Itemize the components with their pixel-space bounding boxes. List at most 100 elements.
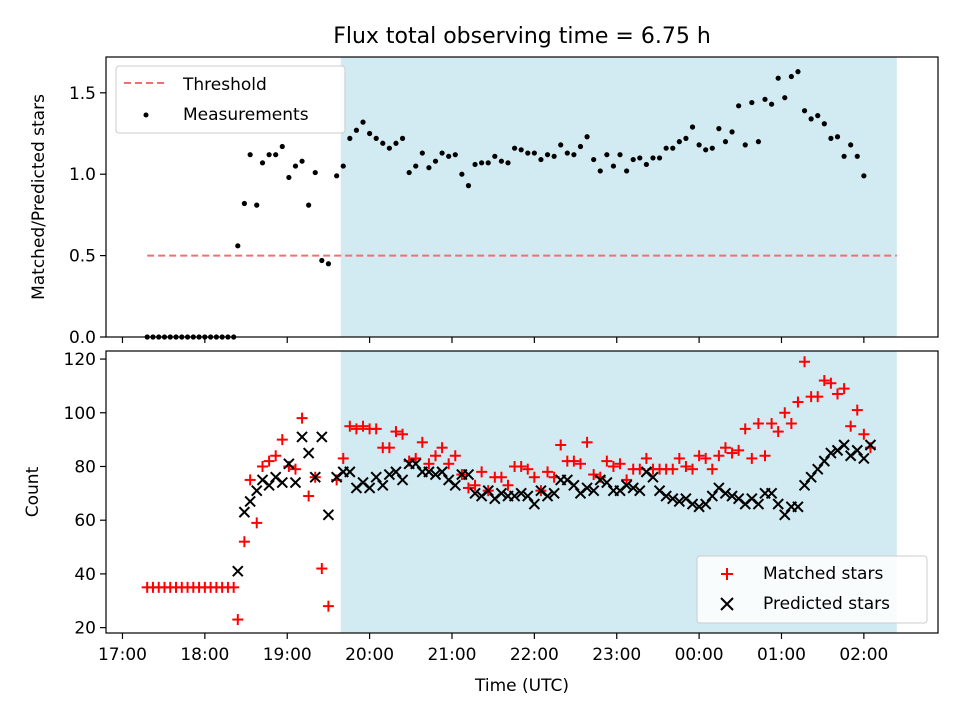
predicted-star-point: [302, 447, 315, 459]
top-legend-threshold-label: Threshold: [182, 75, 267, 95]
matched-star-point: [244, 474, 256, 486]
measurement-point: [861, 173, 867, 179]
predicted-star-point: [620, 479, 633, 491]
matched-star-point: [607, 460, 619, 472]
measurement-point: [584, 134, 590, 140]
bottom-legend-matched-label: Matched stars: [763, 564, 883, 584]
matched-star-point: [350, 423, 362, 435]
measurement-point: [834, 134, 841, 140]
predicted-star-point: [390, 466, 402, 478]
measurement-point: [325, 261, 332, 267]
predicted-star-point: [726, 490, 738, 502]
predicted-star-point: [594, 474, 606, 486]
measurement-point: [492, 153, 498, 159]
matched-star-point: [838, 383, 850, 395]
x-tick-label: 00:00: [675, 645, 724, 665]
predicted-star-point: [449, 479, 461, 491]
measurement-point: [643, 161, 649, 168]
matched-star-point: [700, 452, 712, 464]
predicted-star-point: [772, 498, 784, 510]
predicted-star-point: [263, 479, 275, 491]
matched-star-point: [303, 490, 315, 502]
matched-star-point: [621, 474, 633, 486]
predicted-star-point: [581, 482, 593, 494]
bottom-legend-predicted-label: Predicted stars: [763, 594, 890, 614]
matched-star-point: [410, 452, 422, 464]
measurement-point: [406, 169, 412, 176]
bot-y-tick-label: 20: [74, 619, 96, 639]
matched-star-point: [759, 450, 771, 462]
matched-star-point: [469, 479, 481, 491]
measurement-point: [795, 69, 801, 75]
top-axes-frame: [105, 56, 939, 338]
matched-star-point: [601, 455, 613, 467]
measurement-point: [360, 119, 366, 125]
predicted-star-point: [276, 476, 288, 489]
predicted-star-point: [627, 482, 639, 494]
matched-star-point: [667, 463, 679, 475]
matched-star-point: [430, 450, 442, 462]
matched-star-point: [799, 356, 811, 368]
measurement-point: [459, 171, 465, 177]
measurement-point: [446, 153, 452, 159]
measurement-point: [367, 130, 373, 137]
x-tick-label: 02:00: [839, 645, 888, 665]
measurement-point: [683, 135, 689, 141]
x-axis-label: Time (UTC): [474, 676, 569, 696]
predicted-star-point: [522, 490, 534, 502]
predicted-star-point: [482, 484, 494, 497]
matched-star-point: [719, 442, 731, 454]
matched-star-point: [515, 460, 527, 472]
matched-star-point: [337, 452, 349, 464]
matched-star-point: [581, 436, 593, 448]
predicted-star-point: [693, 501, 705, 513]
matched-star-point: [322, 600, 334, 612]
measurement-point: [538, 156, 544, 163]
predicted-star-point: [686, 498, 699, 510]
matched-star-point: [528, 471, 540, 483]
measurement-point: [716, 126, 722, 132]
measurement-point: [775, 75, 781, 81]
measurement-point: [498, 158, 505, 164]
x-tick-label: 21:00: [427, 645, 476, 665]
bottom-legend: Matched stars Predicted stars: [696, 555, 928, 624]
matched-star-point: [574, 458, 586, 470]
matched-star-point: [232, 614, 244, 626]
measurement-point: [558, 142, 564, 148]
matched-star-point: [845, 420, 857, 432]
measurement-point: [749, 99, 755, 106]
measurement-point: [689, 124, 696, 130]
predicted-star-point: [548, 487, 560, 500]
predicted-star-point: [383, 468, 396, 481]
measurement-point: [235, 243, 241, 249]
top-legend: Threshold Measurements: [115, 65, 346, 134]
measurement-point: [696, 142, 702, 148]
measurement-point: [518, 147, 524, 153]
matched-star-point: [443, 458, 455, 470]
measurement-point: [571, 152, 577, 158]
matched-star-point: [673, 452, 685, 464]
measurement-point: [604, 152, 610, 158]
matched-star-point: [746, 452, 758, 464]
bot-y-tick-label: 60: [74, 511, 96, 531]
measurement-point: [769, 101, 775, 107]
predicted-star-point: [377, 479, 389, 491]
predicted-star-point: [238, 506, 251, 518]
predicted-star-point: [858, 452, 870, 465]
predicted-star-point: [587, 484, 600, 497]
matched-star-point: [739, 423, 751, 435]
predicted-star-point: [410, 458, 422, 470]
matched-star-point: [588, 469, 600, 481]
measurement-point: [426, 165, 432, 171]
measurement-point: [299, 158, 305, 164]
measurement-point: [544, 152, 551, 158]
predicted-star-point: [660, 490, 672, 502]
predicted-star-point: [289, 476, 302, 489]
top-legend-box: [115, 65, 346, 134]
matched-star-point: [276, 434, 288, 446]
bottom-axes-frame: [105, 350, 939, 634]
measurement-point: [788, 73, 794, 80]
predicted-star-point: [436, 466, 448, 478]
matched-star-point: [766, 418, 778, 430]
